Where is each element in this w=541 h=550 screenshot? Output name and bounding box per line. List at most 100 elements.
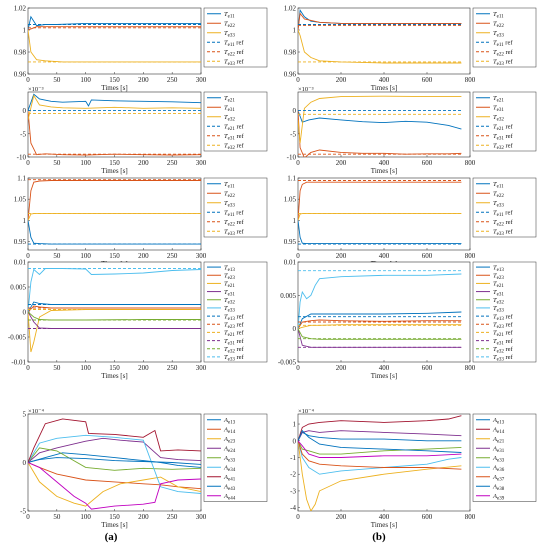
x-tick-label: 600 bbox=[422, 364, 433, 372]
y-tick-label: -5 bbox=[20, 508, 26, 516]
series-layer bbox=[298, 95, 462, 157]
x-tick-label: 300 bbox=[196, 159, 207, 167]
series-line bbox=[28, 457, 201, 465]
legend-entry: Ae31 bbox=[492, 446, 505, 455]
legend-entry: Te31 bbox=[493, 289, 504, 298]
legend-entry: Te33 ref bbox=[493, 59, 514, 68]
y-tick-label: 0.98 bbox=[284, 49, 297, 57]
x-axis-label: Times [s] bbox=[101, 167, 127, 175]
legend-entry: Ae21 bbox=[492, 436, 505, 445]
x-tick-label: 50 bbox=[53, 159, 61, 167]
legend-entry: Ae39 bbox=[492, 493, 505, 502]
series-line bbox=[298, 273, 462, 329]
legend-entry: Te23 ref bbox=[493, 322, 514, 331]
x-tick-label: 300 bbox=[196, 76, 207, 84]
chart-b-row5: 0 200 400 600 800 -4 -3 -2 -1 0 1×10⁻⁴ Times [s] Ae1… bbox=[290, 408, 537, 529]
series-line bbox=[298, 440, 462, 458]
legend-entry: Te31 ref bbox=[493, 338, 514, 347]
x-tick-label: 0 bbox=[296, 76, 300, 84]
y-tick-label: 0.005 bbox=[10, 284, 26, 292]
series-line bbox=[298, 440, 462, 470]
legend-entry: Te33 bbox=[493, 200, 504, 209]
x-tick-label: 150 bbox=[109, 159, 120, 167]
series-line bbox=[298, 12, 462, 31]
y-tick-label: 0.95 bbox=[284, 238, 297, 246]
x-tick-label: 100 bbox=[80, 252, 91, 260]
legend-entry: Ae13 bbox=[492, 417, 505, 426]
x-tick-label: 800 bbox=[465, 159, 476, 167]
series-line bbox=[28, 437, 201, 463]
x-tick-label: 150 bbox=[109, 364, 120, 372]
x-tick-label: 200 bbox=[138, 159, 149, 167]
legend-entry: Te23 bbox=[493, 273, 504, 282]
x-tick-label: 100 bbox=[80, 159, 91, 167]
x-tick-label: 800 bbox=[465, 252, 476, 260]
series-line bbox=[298, 440, 462, 511]
x-tick-label: 100 bbox=[80, 364, 91, 372]
series-line bbox=[28, 15, 201, 31]
series-layer bbox=[298, 180, 462, 245]
x-tick-label: 200 bbox=[336, 76, 347, 84]
series-line bbox=[28, 311, 201, 321]
legend-entry: Ae24 bbox=[223, 446, 236, 455]
legend-entry: Te32 ref bbox=[224, 346, 245, 355]
legend-box bbox=[472, 7, 537, 68]
panel-label-a: (a) bbox=[105, 531, 118, 543]
plot-frame bbox=[27, 7, 202, 75]
x-tick-label: 600 bbox=[422, 252, 433, 260]
legend-entry: Te22 ref bbox=[224, 219, 245, 228]
y-tick-label: 0.96 bbox=[14, 71, 27, 79]
x-tick-label: 0 bbox=[26, 76, 30, 84]
legend-entry: Te31 ref bbox=[224, 133, 245, 142]
x-axis-label: Times [s] bbox=[101, 521, 127, 529]
legend-entry: Te22 bbox=[493, 191, 504, 200]
y-tick-label: 1.1 bbox=[287, 175, 296, 183]
legend-entry: Te31 ref bbox=[493, 133, 514, 142]
x-tick-label: 0 bbox=[26, 159, 30, 167]
y-tick-label: 1 bbox=[23, 217, 27, 225]
y-tick-label: 0.01 bbox=[284, 259, 297, 267]
legend-entry: Te23 bbox=[224, 273, 235, 282]
legend-entry: Te32 ref bbox=[493, 143, 514, 152]
chart-a-row1: 0 50 100 150 200 250 300 0.96 0.98 1 1.02 Times [s]… bbox=[14, 5, 268, 92]
y-tick-label: 1.02 bbox=[14, 5, 27, 13]
series-line bbox=[28, 180, 201, 221]
x-tick-label: 800 bbox=[465, 76, 476, 84]
legend-entry: Te22 ref bbox=[493, 219, 514, 228]
x-tick-label: 0 bbox=[26, 364, 30, 372]
chart-a-row2: 0 50 100 150 200 250 300 -10 -5 0 ×10⁻³ Times [s] Te… bbox=[17, 86, 268, 175]
legend-entry: Ae34 bbox=[223, 465, 236, 474]
x-axis-label: Times [s] bbox=[101, 84, 127, 92]
y-tick-label: 0 bbox=[293, 437, 297, 445]
y-tick-label: 1 bbox=[293, 217, 297, 225]
y-tick-label: -2 bbox=[290, 471, 296, 479]
y-tick-label: 0 bbox=[23, 107, 27, 115]
legend-entry: Te13 bbox=[493, 264, 504, 273]
legend-entry: Te32 ref bbox=[224, 143, 245, 152]
x-tick-label: 200 bbox=[336, 513, 347, 521]
legend-entry: Te33 ref bbox=[224, 59, 245, 68]
series-line bbox=[28, 447, 201, 471]
x-tick-label: 200 bbox=[336, 159, 347, 167]
series-line bbox=[28, 462, 201, 490]
x-tick-label: 50 bbox=[53, 76, 61, 84]
x-tick-label: 150 bbox=[109, 252, 120, 260]
y-tick-label: -0.005 bbox=[278, 359, 297, 367]
x-axis-label: Times [s] bbox=[371, 372, 397, 380]
y-tick-label: -5 bbox=[290, 130, 296, 138]
x-axis-label: Times [s] bbox=[371, 84, 397, 92]
y-tick-label: -0.01 bbox=[11, 359, 26, 367]
x-tick-label: 600 bbox=[422, 513, 433, 521]
legend-entry: Ae33 bbox=[492, 455, 505, 464]
x-axis-label: Times [s] bbox=[371, 521, 397, 529]
x-tick-label: 600 bbox=[422, 159, 433, 167]
x-tick-label: 0 bbox=[296, 513, 300, 521]
